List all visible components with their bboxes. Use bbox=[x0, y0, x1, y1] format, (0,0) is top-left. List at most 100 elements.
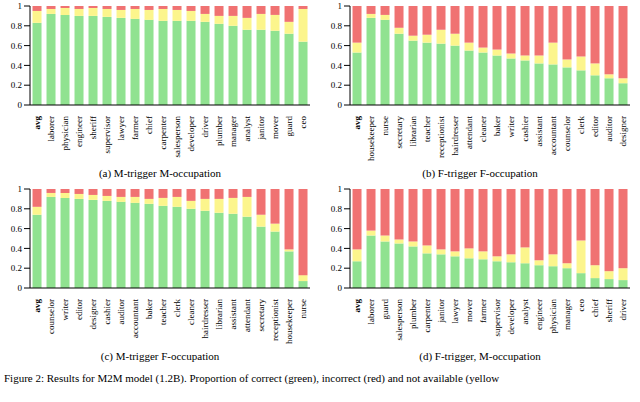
svg-text:assistant: assistant bbox=[534, 116, 544, 147]
svg-text:0.2: 0.2 bbox=[331, 80, 342, 90]
svg-text:0: 0 bbox=[18, 100, 23, 110]
svg-text:writer: writer bbox=[60, 299, 70, 321]
svg-text:0.2: 0.2 bbox=[11, 80, 22, 90]
svg-text:auditor: auditor bbox=[116, 299, 126, 325]
svg-text:1: 1 bbox=[18, 1, 23, 11]
svg-text:0.6: 0.6 bbox=[331, 224, 343, 234]
svg-text:assistant: assistant bbox=[228, 299, 238, 330]
svg-text:avg: avg bbox=[32, 116, 42, 130]
svg-text:driver: driver bbox=[618, 299, 628, 321]
svg-text:housekeeper: housekeeper bbox=[366, 116, 376, 161]
svg-text:chief: chief bbox=[144, 116, 154, 134]
svg-text:plumber: plumber bbox=[214, 116, 224, 146]
svg-text:laborer: laborer bbox=[46, 116, 56, 141]
svg-text:librarian: librarian bbox=[408, 116, 418, 147]
svg-text:nurse: nurse bbox=[298, 299, 308, 319]
svg-text:0.8: 0.8 bbox=[331, 204, 343, 214]
svg-text:analyst: analyst bbox=[242, 116, 252, 142]
svg-text:plumber: plumber bbox=[408, 299, 418, 329]
svg-text:supervisor: supervisor bbox=[102, 116, 112, 154]
svg-text:counselor: counselor bbox=[562, 116, 572, 151]
svg-text:editor: editor bbox=[590, 116, 600, 137]
svg-text:0.8: 0.8 bbox=[331, 21, 343, 31]
svg-text:ceo: ceo bbox=[298, 116, 308, 129]
svg-text:clerk: clerk bbox=[576, 116, 586, 134]
svg-text:0.4: 0.4 bbox=[331, 61, 343, 71]
svg-text:secretary: secretary bbox=[394, 116, 404, 149]
svg-text:carpenter: carpenter bbox=[422, 299, 432, 332]
svg-text:writer: writer bbox=[506, 116, 516, 138]
svg-text:auditor: auditor bbox=[604, 116, 614, 142]
svg-text:0.6: 0.6 bbox=[331, 41, 343, 51]
svg-text:lawyer: lawyer bbox=[450, 299, 460, 324]
svg-text:housekeeper: housekeeper bbox=[284, 299, 294, 344]
svg-text:driver: driver bbox=[200, 116, 210, 138]
svg-text:farmer: farmer bbox=[130, 116, 140, 140]
svg-text:designer: designer bbox=[88, 299, 98, 330]
svg-text:1: 1 bbox=[338, 184, 343, 194]
svg-text:0.4: 0.4 bbox=[331, 244, 343, 254]
svg-text:physician: physician bbox=[60, 116, 70, 151]
svg-text:guard: guard bbox=[284, 116, 294, 137]
svg-text:laborer: laborer bbox=[366, 299, 376, 324]
svg-text:sheriff: sheriff bbox=[88, 116, 98, 139]
svg-text:avg: avg bbox=[352, 116, 362, 130]
svg-text:physician: physician bbox=[548, 299, 558, 334]
svg-text:0.2: 0.2 bbox=[11, 263, 22, 273]
svg-text:receptionist: receptionist bbox=[270, 299, 280, 341]
svg-text:manager: manager bbox=[562, 299, 572, 330]
svg-text:1: 1 bbox=[18, 184, 23, 194]
svg-text:secretary: secretary bbox=[256, 299, 266, 332]
svg-text:cleaner: cleaner bbox=[186, 299, 196, 325]
svg-text:editor: editor bbox=[74, 299, 84, 320]
svg-text:0.8: 0.8 bbox=[11, 204, 23, 214]
svg-text:receptionist: receptionist bbox=[436, 116, 446, 158]
svg-text:nurse: nurse bbox=[380, 116, 390, 136]
svg-text:accountant: accountant bbox=[130, 299, 140, 338]
svg-text:mover: mover bbox=[464, 299, 474, 322]
svg-text:salesperson: salesperson bbox=[172, 116, 182, 158]
svg-text:librarian: librarian bbox=[214, 299, 224, 330]
svg-text:lawyer: lawyer bbox=[116, 116, 126, 141]
svg-text:guard: guard bbox=[380, 299, 390, 320]
svg-text:sheriff: sheriff bbox=[604, 299, 614, 322]
svg-text:teacher: teacher bbox=[422, 116, 432, 142]
svg-text:designer: designer bbox=[618, 116, 628, 147]
svg-text:salesperson: salesperson bbox=[394, 299, 404, 341]
svg-text:chief: chief bbox=[590, 299, 600, 317]
svg-text:cashier: cashier bbox=[520, 116, 530, 141]
svg-text:engineer: engineer bbox=[534, 299, 544, 330]
svg-text:0: 0 bbox=[18, 283, 23, 293]
svg-text:analyst: analyst bbox=[520, 299, 530, 325]
svg-text:mover: mover bbox=[270, 116, 280, 139]
svg-text:clerk: clerk bbox=[172, 299, 182, 317]
svg-text:baker: baker bbox=[144, 299, 154, 319]
svg-text:engineer: engineer bbox=[74, 116, 84, 147]
svg-text:ceo: ceo bbox=[576, 299, 586, 312]
svg-text:0.6: 0.6 bbox=[11, 224, 23, 234]
svg-text:1: 1 bbox=[338, 1, 343, 11]
svg-text:attendant: attendant bbox=[464, 116, 474, 149]
svg-text:cashier: cashier bbox=[102, 299, 112, 324]
svg-text:farmer: farmer bbox=[478, 299, 488, 323]
svg-text:0.4: 0.4 bbox=[11, 61, 23, 71]
svg-text:supervisor: supervisor bbox=[492, 299, 502, 337]
svg-text:avg: avg bbox=[352, 299, 362, 313]
svg-text:0.6: 0.6 bbox=[11, 41, 23, 51]
svg-text:developer: developer bbox=[506, 299, 516, 334]
svg-text:teacher: teacher bbox=[158, 299, 168, 325]
svg-text:attendant: attendant bbox=[242, 299, 252, 332]
svg-text:hairdresser: hairdresser bbox=[200, 299, 210, 338]
svg-text:hairdresser: hairdresser bbox=[450, 116, 460, 155]
svg-text:0.2: 0.2 bbox=[331, 263, 342, 273]
svg-text:carpenter: carpenter bbox=[158, 116, 168, 149]
svg-text:cleaner: cleaner bbox=[478, 116, 488, 142]
svg-text:developer: developer bbox=[186, 116, 196, 151]
svg-text:0.4: 0.4 bbox=[11, 244, 23, 254]
svg-text:baker: baker bbox=[492, 116, 502, 136]
svg-text:accountant: accountant bbox=[548, 116, 558, 155]
svg-text:janitor: janitor bbox=[436, 299, 446, 324]
svg-text:counselor: counselor bbox=[46, 299, 56, 334]
svg-text:0: 0 bbox=[338, 100, 343, 110]
svg-text:janitor: janitor bbox=[256, 116, 266, 141]
